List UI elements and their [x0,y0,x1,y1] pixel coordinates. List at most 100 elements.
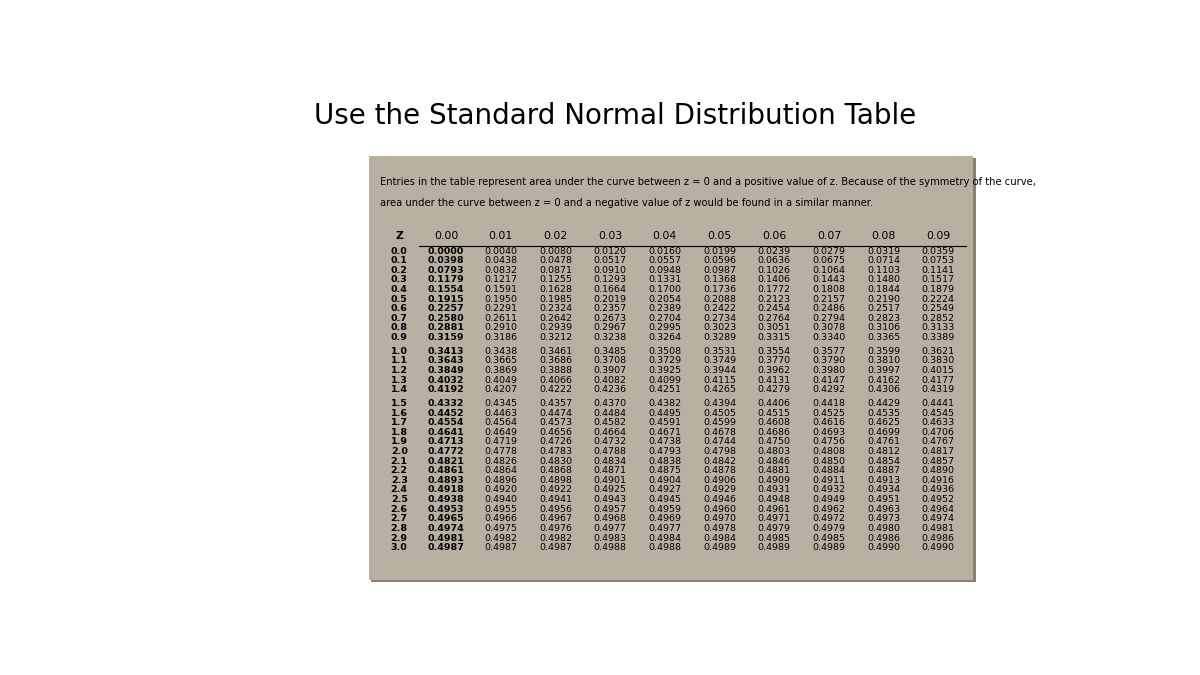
Text: 0.4418: 0.4418 [812,399,845,408]
Text: 0.4772: 0.4772 [427,447,464,456]
Text: 0.4977: 0.4977 [648,524,682,533]
Text: 0.4608: 0.4608 [757,418,791,427]
Text: 0.3830: 0.3830 [922,356,955,365]
Text: 0.8: 0.8 [391,323,408,333]
Text: 0.4678: 0.4678 [703,428,736,437]
Text: 0.4236: 0.4236 [594,385,626,394]
Text: 0.4987: 0.4987 [539,543,572,552]
Text: 0.07: 0.07 [817,232,841,242]
Text: 0.0832: 0.0832 [485,266,517,275]
Text: 0.4936: 0.4936 [922,485,955,495]
Text: 0.3708: 0.3708 [594,356,626,365]
Text: 0.4985: 0.4985 [812,533,845,543]
Text: 0.4573: 0.4573 [539,418,572,427]
Text: 0.02: 0.02 [544,232,568,242]
Text: 0.4066: 0.4066 [539,375,572,385]
Text: 0.0910: 0.0910 [594,266,626,275]
Text: 0.4699: 0.4699 [868,428,900,437]
Text: 0.4916: 0.4916 [922,476,955,485]
Text: 0.4406: 0.4406 [757,399,791,408]
Text: 2.8: 2.8 [391,524,408,533]
Text: 0.4857: 0.4857 [922,457,955,466]
Text: 0.4901: 0.4901 [594,476,626,485]
Text: 0.0987: 0.0987 [703,266,736,275]
Text: 0.4960: 0.4960 [703,505,736,514]
Text: 0.4591: 0.4591 [648,418,682,427]
Text: 0.4890: 0.4890 [922,466,955,475]
Text: 0.4738: 0.4738 [648,437,682,446]
Text: 0.2734: 0.2734 [703,314,736,323]
Text: 0.4394: 0.4394 [703,399,736,408]
Text: 0.4292: 0.4292 [812,385,845,394]
Text: 0.3186: 0.3186 [485,333,517,342]
Text: 0.2852: 0.2852 [922,314,955,323]
Text: 0.4951: 0.4951 [868,495,900,504]
Text: 0.1844: 0.1844 [868,285,900,294]
Text: 0.3686: 0.3686 [539,356,572,365]
Text: 0.3790: 0.3790 [812,356,846,365]
Text: 0.2549: 0.2549 [922,304,955,313]
Text: 2.2: 2.2 [391,466,408,475]
Text: 0.3749: 0.3749 [703,356,736,365]
Text: 0.1664: 0.1664 [594,285,626,294]
Text: 0.4970: 0.4970 [703,514,736,523]
Text: 0.9: 0.9 [391,333,408,342]
Text: 0.2673: 0.2673 [594,314,626,323]
Text: 0.4943: 0.4943 [594,495,626,504]
Text: 0.4968: 0.4968 [594,514,626,523]
Text: 0.1026: 0.1026 [757,266,791,275]
Text: 0.2422: 0.2422 [703,304,736,313]
Text: 0.4946: 0.4946 [703,495,736,504]
Text: 0.4812: 0.4812 [868,447,900,456]
Text: 0.2019: 0.2019 [594,294,626,304]
Text: 0.2611: 0.2611 [485,314,517,323]
Text: 0.4984: 0.4984 [648,533,682,543]
Text: 0.4162: 0.4162 [868,375,900,385]
Text: 1.7: 1.7 [391,418,408,427]
Text: 0.00: 0.00 [434,232,458,242]
Text: 0.4484: 0.4484 [594,408,626,418]
Text: 1.1: 1.1 [391,356,408,365]
Text: 0.0596: 0.0596 [703,256,736,265]
Text: 0.3438: 0.3438 [484,347,517,356]
Text: 0.2794: 0.2794 [812,314,845,323]
Text: 0.4878: 0.4878 [703,466,736,475]
Text: 0.4969: 0.4969 [648,514,682,523]
Text: 0.4783: 0.4783 [539,447,572,456]
Text: 0.4049: 0.4049 [485,375,517,385]
Text: 0.2939: 0.2939 [539,323,572,333]
Text: 0.4756: 0.4756 [812,437,845,446]
Text: 0.3907: 0.3907 [594,366,626,375]
Text: 0.4850: 0.4850 [812,457,845,466]
Text: 0.4370: 0.4370 [594,399,626,408]
Text: 0.1915: 0.1915 [427,294,464,304]
Text: 0.2486: 0.2486 [812,304,845,313]
Text: 0.4750: 0.4750 [757,437,791,446]
Text: 0.4656: 0.4656 [539,428,572,437]
Text: 0.4918: 0.4918 [427,485,464,495]
Text: 0.4015: 0.4015 [922,366,955,375]
Text: 0.3577: 0.3577 [812,347,846,356]
Text: 0.4981: 0.4981 [427,533,464,543]
Text: 0.4982: 0.4982 [539,533,572,543]
Text: 0.2823: 0.2823 [868,314,900,323]
Text: 0.4854: 0.4854 [868,457,900,466]
Text: 0.2881: 0.2881 [427,323,464,333]
Text: 0.4474: 0.4474 [539,408,572,418]
Text: 0.4956: 0.4956 [539,505,572,514]
Text: 1.3: 1.3 [391,375,408,385]
Text: 0.01: 0.01 [488,232,512,242]
Text: 0.2580: 0.2580 [427,314,464,323]
Text: 0.4989: 0.4989 [703,543,736,552]
Text: 0.4973: 0.4973 [868,514,900,523]
Text: 0.1368: 0.1368 [703,275,736,284]
Text: 0.4207: 0.4207 [485,385,517,394]
Text: 0.4192: 0.4192 [427,385,464,394]
Text: 0.4955: 0.4955 [485,505,517,514]
Text: 0.0398: 0.0398 [427,256,464,265]
Text: 0.2704: 0.2704 [648,314,682,323]
Text: 2.9: 2.9 [391,533,408,543]
Text: 0.4535: 0.4535 [868,408,900,418]
Text: 0.4131: 0.4131 [757,375,791,385]
Text: 0.4963: 0.4963 [868,505,900,514]
